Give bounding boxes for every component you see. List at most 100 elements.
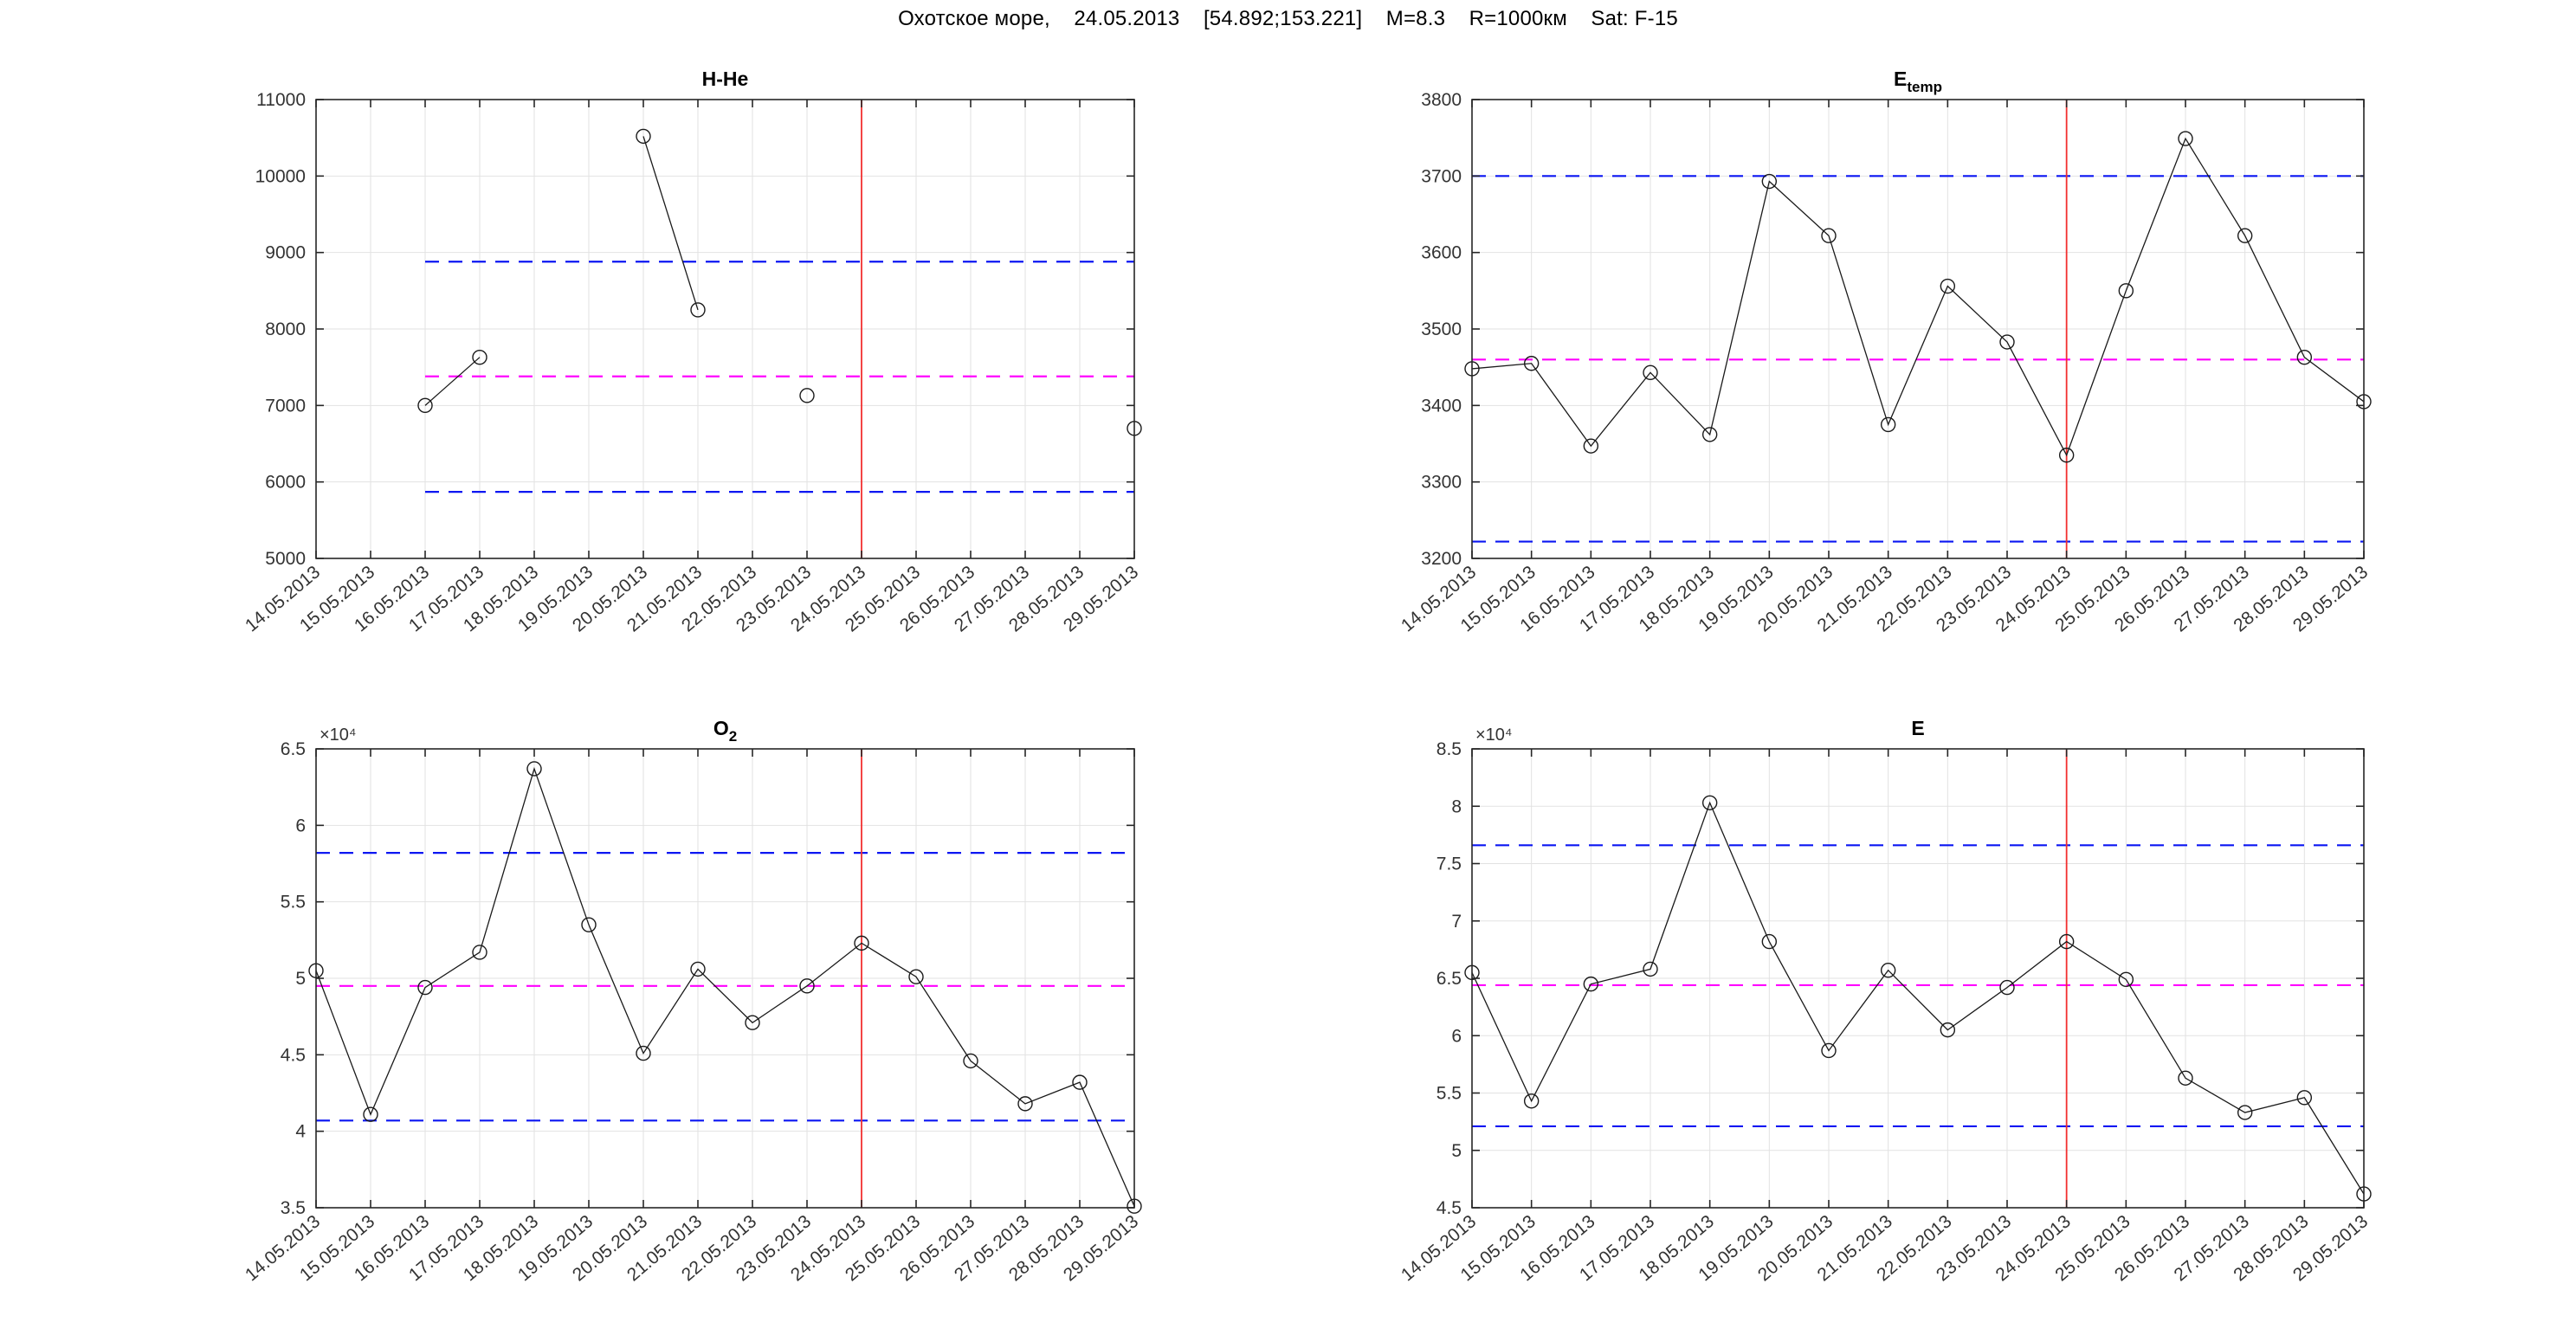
svg-text:4: 4	[295, 1122, 306, 1142]
data-point	[472, 349, 487, 365]
svg-text:5000: 5000	[265, 549, 306, 569]
data-point	[2118, 283, 2134, 299]
data-point	[1523, 1093, 1540, 1109]
data-point	[1940, 278, 1956, 294]
data-point	[2118, 971, 2134, 988]
svg-text:4.5: 4.5	[1436, 1198, 1462, 1218]
chart-e-temp: 3200 3300 3400 3500 3600 3700 3800 14.05.201315…	[1398, 68, 2372, 635]
data-point	[1999, 334, 2015, 350]
svg-text:5: 5	[295, 969, 306, 989]
data-point	[1880, 963, 1896, 978]
data-point	[636, 128, 651, 145]
data-point	[2178, 1070, 2193, 1086]
svg-text:4.5: 4.5	[281, 1045, 306, 1065]
svg-text:3500: 3500	[1421, 319, 1462, 339]
data-point	[2058, 933, 2075, 950]
svg-text:8: 8	[1451, 796, 1462, 816]
data-point	[2296, 1090, 2313, 1106]
data-point	[2237, 228, 2253, 243]
svg-text:7.5: 7.5	[1436, 855, 1462, 874]
data-point	[745, 1015, 760, 1030]
data-point	[1940, 1022, 1956, 1038]
axes-box	[1471, 99, 2365, 559]
svg-text:11000: 11000	[256, 90, 306, 110]
axes-box	[315, 99, 1135, 559]
svg-text:5: 5	[1451, 1141, 1462, 1161]
series-e-temp	[1464, 131, 2372, 463]
y-axis-exponent-label: ×10⁴	[1475, 726, 1513, 745]
axes-box	[315, 748, 1135, 1209]
chart-h-he: 5000 6000 7000 8000 9000 10000 11000 14.05.2013…	[242, 68, 1142, 635]
y-tick-labels: 5000 6000 7000 8000 9000 10000 11000	[255, 90, 306, 569]
svg-text:3800: 3800	[1421, 90, 1462, 110]
data-point	[1523, 356, 1540, 371]
svg-text:6.5: 6.5	[1436, 969, 1462, 989]
reference-lines	[1472, 175, 2364, 543]
data-point	[636, 1045, 651, 1061]
svg-text:6000: 6000	[265, 473, 306, 493]
y-tick-labels: 4.5 5 5.5 6 6.5 7 7.5 8 8.5	[1436, 739, 1462, 1218]
data-point	[417, 397, 433, 414]
svg-text:10000: 10000	[255, 166, 306, 186]
axes-box	[1471, 748, 2365, 1209]
data-point	[2058, 448, 2075, 463]
y-axis-exponent-label: ×10⁴	[320, 726, 357, 745]
figure-title: Охотское море, 24.05.2013 [54.892;153.22…	[898, 7, 1678, 30]
grid	[316, 749, 1134, 1208]
data-point	[2178, 131, 2193, 146]
svg-text:3400: 3400	[1421, 396, 1462, 416]
series-o2	[308, 761, 1142, 1214]
data-point	[1583, 438, 1599, 454]
svg-text:8.5: 8.5	[1436, 739, 1462, 759]
grid	[1472, 100, 2364, 558]
data-point	[417, 979, 433, 996]
data-point	[1821, 228, 1837, 243]
data-point	[1017, 1096, 1033, 1112]
chart-title-h-he: H-He	[702, 68, 749, 90]
series-h-he	[417, 128, 1142, 436]
x-tick-labels: 14.05.201315.05.201316.05.201317.05.2013…	[1398, 1211, 2372, 1285]
series-e	[1464, 795, 2372, 1202]
svg-text:3600: 3600	[1421, 243, 1462, 263]
y-tick-labels: 3200 3300 3400 3500 3600 3700 3800	[1421, 90, 1462, 569]
svg-text:5.5: 5.5	[1436, 1084, 1462, 1104]
data-point	[472, 945, 487, 960]
svg-text:3200: 3200	[1421, 549, 1462, 569]
x-tick-labels: 14.05.201315.05.201316.05.201317.05.2013…	[242, 1211, 1142, 1285]
svg-text:3300: 3300	[1421, 473, 1462, 493]
svg-text:5.5: 5.5	[281, 893, 306, 913]
data-point	[1880, 416, 1896, 433]
data-point	[1701, 795, 1718, 810]
y-tick-labels: 3.5 4 4.5 5 5.5 6 6.5	[281, 739, 307, 1218]
svg-text:7000: 7000	[265, 396, 306, 416]
data-point	[690, 961, 706, 977]
data-point	[799, 388, 815, 403]
data-point	[1643, 364, 1658, 381]
svg-text:6.5: 6.5	[281, 739, 306, 759]
data-point	[799, 978, 815, 994]
grid	[316, 100, 1134, 558]
data-point	[581, 917, 597, 932]
data-point	[690, 302, 706, 318]
chart-e: 4.5 5 5.5 6 6.5 7 7.5 8 8.5 14.05.201315.05.20131…	[1398, 717, 2372, 1285]
svg-text:8000: 8000	[265, 319, 306, 339]
chart-title-e: E	[1911, 717, 1924, 739]
data-point	[363, 1106, 378, 1122]
data-point	[2237, 1105, 2253, 1120]
svg-text:3.5: 3.5	[281, 1198, 306, 1218]
data-point	[854, 935, 869, 951]
data-point	[1761, 933, 1778, 950]
data-point	[526, 761, 542, 777]
data-point	[1583, 976, 1599, 992]
data-point	[1821, 1042, 1837, 1059]
data-point	[1761, 173, 1778, 190]
svg-text:6: 6	[1451, 1026, 1462, 1046]
reference-lines	[316, 852, 1134, 1122]
data-point	[1643, 961, 1658, 977]
chart-o2: 3.5 4 4.5 5 5.5 6 6.5 14.05.201315.05.201316.05…	[242, 717, 1142, 1285]
data-point	[2296, 349, 2313, 365]
chart-title-o2: O2	[713, 717, 737, 745]
reference-lines	[1472, 844, 2364, 1128]
